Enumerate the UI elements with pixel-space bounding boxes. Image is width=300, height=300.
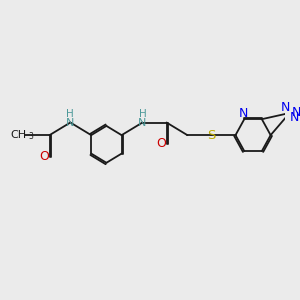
- Text: N: N: [290, 111, 299, 124]
- Text: S: S: [207, 129, 216, 142]
- Text: O: O: [157, 137, 166, 151]
- Text: N: N: [281, 101, 290, 114]
- Text: N: N: [291, 106, 300, 119]
- Text: H: H: [67, 109, 74, 119]
- Text: CH: CH: [10, 130, 26, 140]
- Text: 3: 3: [29, 132, 34, 141]
- Text: N: N: [66, 118, 75, 128]
- Text: N: N: [239, 107, 248, 120]
- Text: N: N: [138, 118, 147, 128]
- Text: O: O: [40, 150, 50, 163]
- Text: H: H: [139, 109, 146, 119]
